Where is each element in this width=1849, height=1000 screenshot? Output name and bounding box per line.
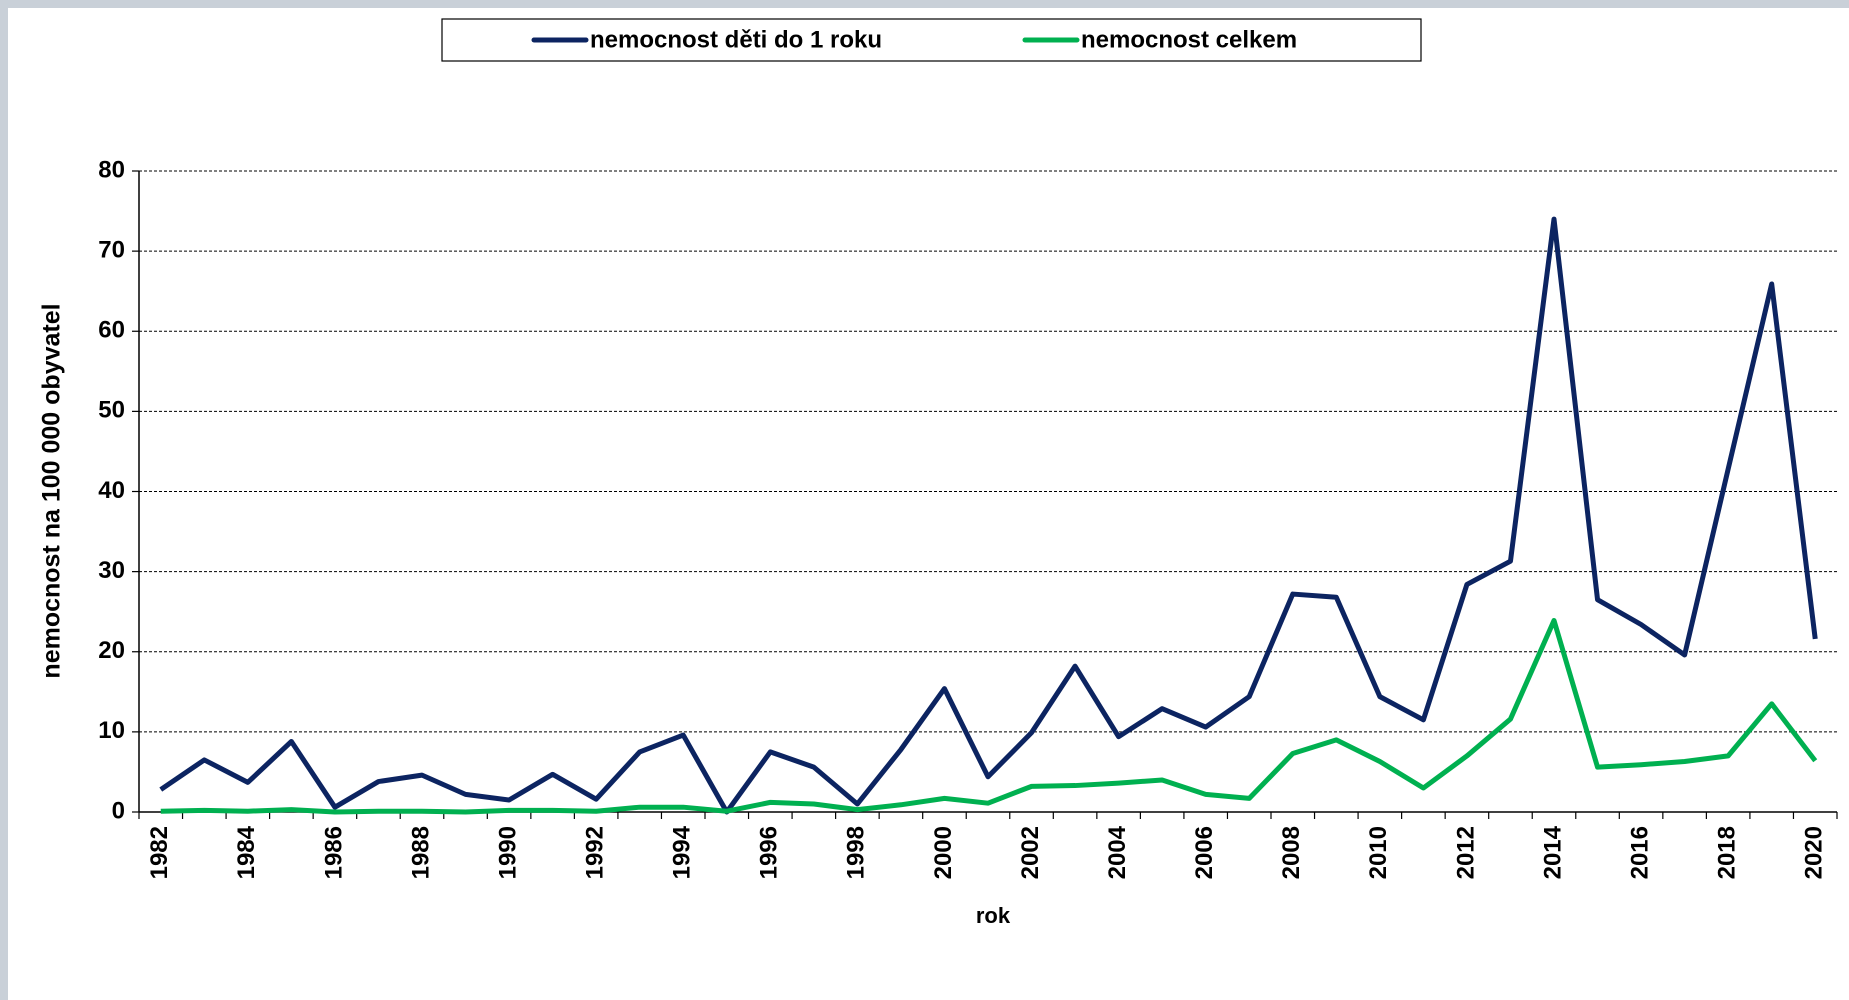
y-tick-label: 40 xyxy=(98,477,125,504)
x-tick-label: 1984 xyxy=(233,825,260,879)
series-line xyxy=(159,216,1818,815)
y-tick-label: 10 xyxy=(98,717,125,744)
series-line xyxy=(160,618,1818,815)
x-tick-label: 2002 xyxy=(1017,826,1044,879)
y-tick-label: 0 xyxy=(112,797,125,824)
x-tick-label: 1994 xyxy=(669,825,696,879)
x-tick-label: 1992 xyxy=(581,826,608,879)
x-tick-label: 2010 xyxy=(1365,826,1392,879)
y-tick-label: 60 xyxy=(98,317,125,344)
y-tick-label: 80 xyxy=(98,156,125,183)
y-axis-label: nemocnost na 100 000 obyvatel xyxy=(38,303,66,678)
x-tick-label: 2016 xyxy=(1626,826,1653,879)
y-tick-label: 50 xyxy=(98,397,125,424)
x-tick-label: 1998 xyxy=(843,826,870,879)
x-tick-label: 2000 xyxy=(930,826,957,879)
legend-box xyxy=(441,18,1422,62)
x-tick-label: 1986 xyxy=(320,826,347,879)
x-tick-label: 2014 xyxy=(1539,825,1566,879)
x-tick-label: 2012 xyxy=(1452,826,1479,879)
x-tick-label: 2020 xyxy=(1801,826,1828,879)
x-axis-label: rok xyxy=(976,903,1011,928)
y-tick-label: 70 xyxy=(98,236,125,263)
legend-label: nemocnost děti do 1 roku xyxy=(590,26,882,53)
x-tick-label: 1996 xyxy=(756,826,783,879)
x-tick-label: 1990 xyxy=(494,826,521,879)
x-tick-label: 2018 xyxy=(1713,826,1740,879)
x-tick-label: 2006 xyxy=(1191,826,1218,879)
x-tick-label: 2008 xyxy=(1278,826,1305,879)
y-tick-label: 30 xyxy=(98,557,125,584)
chart-area xyxy=(8,8,1849,1000)
legend-label: nemocnost celkem xyxy=(1081,26,1297,53)
x-tick-label: 1988 xyxy=(407,826,434,879)
x-tick-label: 1982 xyxy=(146,826,173,879)
x-tick-label: 2004 xyxy=(1104,825,1131,879)
y-tick-label: 20 xyxy=(98,637,125,664)
